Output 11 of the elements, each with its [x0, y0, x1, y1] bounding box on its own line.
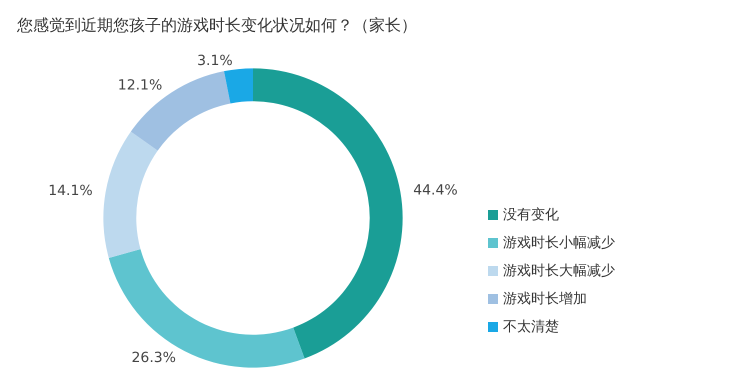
data-label: 14.1% [48, 182, 93, 199]
legend-label: 游戏时长大幅减少 [503, 263, 615, 279]
legend-label: 游戏时长增加 [503, 291, 587, 307]
legend-label: 不太清楚 [503, 319, 559, 335]
data-label: 3.1% [197, 53, 233, 70]
data-label: 12.1% [118, 78, 162, 94]
data-label: 26.3% [132, 350, 176, 366]
legend-label: 游戏时长小幅减少 [503, 235, 615, 251]
data-label: 44.4% [413, 182, 458, 198]
chart-title: 您感觉到近期您孩子的游戏时长变化状况如何？（家长） [16, 16, 417, 34]
legend-label: 没有变化 [503, 207, 559, 223]
